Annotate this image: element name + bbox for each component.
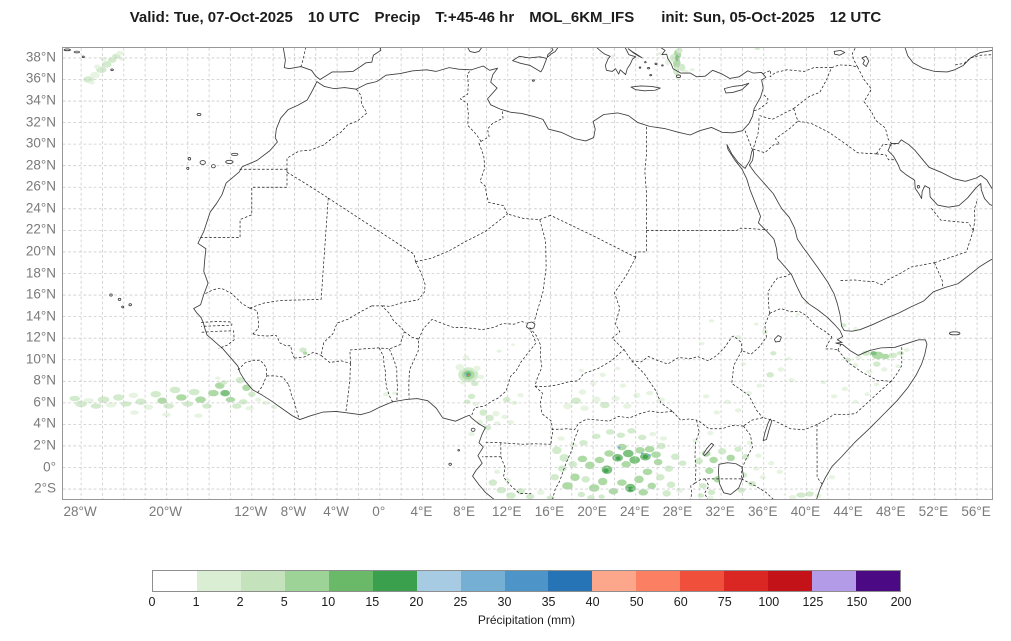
lat-tick-label: 34°N (25, 92, 56, 108)
colorbar-segment (328, 571, 373, 591)
colorbar-tick-label: 100 (758, 595, 780, 609)
colorbar-segment (504, 571, 549, 591)
lon-tick-label: 28°E (662, 504, 693, 519)
colorbar-segment (548, 571, 593, 591)
lat-tick-label: 14°N (25, 308, 56, 324)
colorbar-tick-label: 75 (717, 595, 732, 609)
lat-tick-label: 30°N (25, 135, 56, 151)
lon-tick-label: 16°E (534, 504, 565, 519)
title-lead-time: T:+45-46 hr (435, 9, 515, 26)
lon-tick-label: 48°E (876, 504, 906, 519)
lat-tick-label: 20°N (25, 243, 56, 259)
title-valid-time: Valid: Tue, 07-Oct-2025 (129, 9, 293, 26)
colorbar-tick-label: 150 (846, 595, 868, 609)
lat-tick-label: 12°N (25, 329, 56, 345)
colorbar-tick-label: 15 (365, 595, 380, 609)
colorbar-segment (636, 571, 681, 591)
lat-tick-label: 10°N (25, 351, 56, 367)
colorbar-title: Précipitation (mm) (477, 613, 576, 627)
lakes-layer (526, 49, 870, 495)
lat-tick-label: 26°N (25, 178, 56, 194)
colorbar-segment (592, 571, 637, 591)
title-model-name: MOL_6KM_IFS (529, 9, 635, 26)
lon-tick-label: 20°W (148, 504, 183, 519)
colorbar-tick-label: 10 (321, 595, 336, 609)
colorbar-segment (768, 571, 813, 591)
colorbar-segment (856, 571, 900, 591)
islands-layer (63, 48, 961, 466)
lat-tick-label: 6°N (33, 394, 56, 410)
lon-tick-label: 44°E (833, 504, 863, 519)
lat-tick-label: 0° (43, 459, 56, 475)
lon-tick-label: 0° (372, 504, 386, 519)
colorbar-segment (812, 571, 856, 591)
lon-tick-label: 24°E (620, 504, 650, 519)
lat-tick-label: 38°N (25, 49, 56, 65)
graticule-grid-layer (63, 48, 992, 499)
lat-tick-label: 8°N (33, 372, 56, 388)
colorbar-tick-label: 2 (236, 595, 244, 609)
title-variable: Precip (374, 9, 421, 26)
lon-tick-label: 8°W (280, 504, 307, 519)
map-plot (62, 47, 993, 500)
colorbar-segment (240, 571, 285, 591)
lat-tick-label: 2°N (33, 437, 56, 453)
lon-tick-label: 8°E (453, 504, 476, 519)
colorbar-segment (680, 571, 725, 591)
country-borders-layer (197, 48, 992, 499)
lon-tick-label: 40°E (790, 504, 821, 519)
colorbar-tick-label: 40 (585, 595, 600, 609)
lon-tick-label: 56°E (961, 504, 991, 519)
colorbar-tick-label: 20 (409, 595, 424, 609)
colorbar-segment (416, 571, 461, 591)
colorbar-tick-label: 5 (280, 595, 288, 609)
colorbar-tick-label: 35 (541, 595, 556, 609)
lon-tick-label: 36°E (748, 504, 778, 519)
colorbar-tick-label: 30 (497, 595, 512, 609)
lon-tick-label: 32°E (705, 504, 735, 519)
map-svg (63, 48, 992, 499)
title-init-hour: 12 UTC (829, 9, 882, 26)
coastlines-layer (193, 48, 992, 499)
colorbar-tick-label: 0 (148, 595, 156, 609)
colorbar-tick-label: 200 (890, 595, 912, 609)
lon-tick-label: 52°E (918, 504, 949, 519)
colorbar-tick-label: 50 (629, 595, 644, 609)
colorbar-segment (724, 571, 769, 591)
page-title: Valid: Tue, 07-Oct-2025 10 UTC Precip T:… (0, 9, 1011, 26)
lon-tick-label: 12°W (234, 504, 268, 519)
colorbar-tick-label: 25 (453, 595, 468, 609)
lon-tick-label: 28°W (63, 504, 97, 519)
colorbar-segment (196, 571, 241, 591)
lat-tick-label: 24°N (25, 200, 56, 216)
lon-tick-label: 4°W (323, 504, 349, 519)
lon-tick-label: 4°E (410, 504, 433, 519)
lat-tick-label: 28°N (25, 157, 56, 173)
colorbar-tick-label: 1 (192, 595, 200, 609)
lat-tick-label: 16°N (25, 286, 56, 302)
title-valid-hour: 10 UTC (307, 9, 360, 26)
colorbar-segment (153, 571, 197, 591)
colorbar-segment (284, 571, 329, 591)
colorbar-segment (372, 571, 417, 591)
lat-tick-label: 32°N (25, 114, 56, 130)
lat-tick-label: 4°N (33, 415, 56, 431)
colorbar-tick-label: 60 (673, 595, 688, 609)
colorbar-segment (460, 571, 505, 591)
lat-tick-label: 2°S (34, 480, 56, 496)
lon-tick-label: 20°E (577, 504, 607, 519)
lat-tick-label: 36°N (25, 70, 56, 86)
lon-tick-label: 12°E (492, 504, 522, 519)
lat-tick-label: 18°N (25, 265, 56, 280)
colorbar-tick-label: 125 (802, 595, 824, 609)
colorbar (152, 570, 901, 592)
lat-tick-label: 22°N (25, 221, 56, 237)
title-init-time: init: Sun, 05-Oct-2025 (661, 9, 815, 26)
